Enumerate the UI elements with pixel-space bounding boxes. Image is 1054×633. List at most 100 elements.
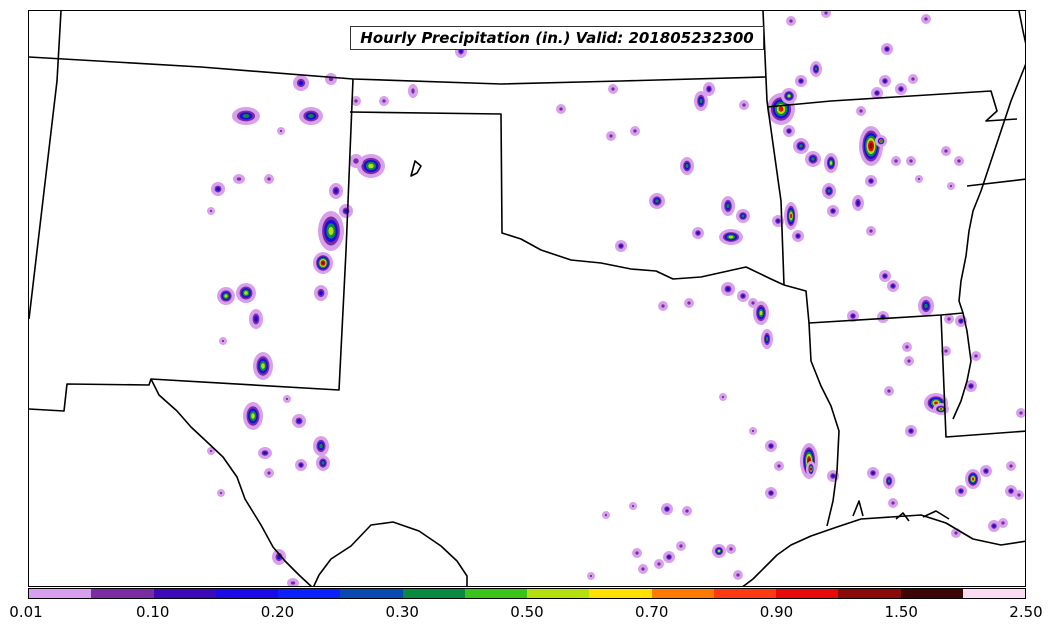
colorbar-swatch <box>776 589 839 598</box>
precip-cell <box>789 19 793 23</box>
precip-cell <box>939 408 943 410</box>
colorbar-tick-label: 0.50 <box>510 603 544 621</box>
precip-cell <box>687 301 691 305</box>
precip-cell <box>759 310 763 316</box>
precip-cell <box>891 501 895 505</box>
precip-cell <box>657 562 661 566</box>
precip-cell <box>717 549 721 553</box>
precip-cell <box>944 149 948 153</box>
precip-cell <box>787 129 791 133</box>
precip-cell <box>285 397 289 401</box>
precip-cell <box>769 444 773 448</box>
precip-cell <box>885 47 889 51</box>
precip-cell <box>769 491 773 495</box>
precip-cell <box>909 159 913 163</box>
precip-cell <box>959 489 963 493</box>
precip-cell <box>216 187 220 191</box>
precip-cell <box>635 551 639 555</box>
precip-cell <box>244 291 248 295</box>
ia-mo-border <box>1018 11 1025 44</box>
precip-cell <box>799 144 803 148</box>
ks-mo-border <box>762 11 785 286</box>
precip-cell <box>883 79 887 83</box>
colorbar-swatch <box>91 589 154 598</box>
precip-cell <box>829 161 833 165</box>
precip-cell <box>827 189 831 193</box>
colorbar-tick-label: 0.30 <box>385 603 419 621</box>
precip-cell <box>891 284 895 288</box>
precip-cell <box>559 107 563 111</box>
colorbar <box>28 588 1026 599</box>
precip-cell <box>209 209 213 213</box>
precip-cell <box>1017 493 1021 497</box>
precip-cell <box>949 184 953 188</box>
precip-cell <box>308 114 314 118</box>
texas-rio-grande <box>313 521 468 586</box>
colorbar-swatch <box>527 589 590 598</box>
precip-cell <box>751 301 755 305</box>
precip-cell <box>831 474 835 478</box>
precip-cell <box>728 235 734 239</box>
precip-cell <box>267 177 271 181</box>
colorbar-swatch <box>713 589 776 598</box>
precip-cell <box>778 106 784 112</box>
precip-cell <box>909 429 913 433</box>
precip-cell <box>907 359 911 363</box>
precip-cell <box>947 317 951 321</box>
precip-cell <box>790 213 792 219</box>
precip-cell <box>382 99 386 103</box>
precip-cell <box>957 159 961 163</box>
precip-cell <box>736 573 740 577</box>
ok-tx-ar-border <box>783 284 964 324</box>
precip-cell <box>899 87 903 91</box>
precip-cell <box>251 413 255 419</box>
precip-cell <box>992 524 996 528</box>
precip-cell <box>633 129 637 133</box>
precip-cell <box>631 504 635 508</box>
precip-cell <box>811 157 815 161</box>
precip-cell <box>814 67 818 71</box>
precip-cell <box>856 200 860 206</box>
precip-cell <box>334 188 338 194</box>
precip-cell <box>299 463 303 467</box>
precip-cell <box>924 303 928 309</box>
precip-cell <box>707 87 711 91</box>
precip-cell <box>321 261 325 265</box>
lake-outline <box>410 160 422 177</box>
precip-cell <box>880 140 882 142</box>
precip-cell <box>869 179 873 183</box>
precip-cell <box>944 349 948 353</box>
precip-cell <box>905 345 909 349</box>
precip-cell <box>685 164 689 168</box>
colorbar-swatch <box>29 589 92 598</box>
state-borders <box>29 11 1025 586</box>
precip-cell <box>696 231 700 235</box>
precip-cells <box>207 11 1025 586</box>
precip-cell <box>261 363 265 369</box>
colorbar-swatch <box>589 589 652 598</box>
precip-cell <box>254 316 258 322</box>
precip-cell <box>1019 411 1023 415</box>
precip-cell <box>796 234 800 238</box>
precip-cell <box>667 555 671 559</box>
precip-cell <box>869 143 873 149</box>
ne-border <box>29 11 62 320</box>
precip-cell <box>604 513 608 517</box>
precip-cell <box>1009 489 1013 493</box>
precip-cell <box>279 129 283 133</box>
colorbar-swatch <box>464 589 527 598</box>
precip-cell <box>887 479 891 483</box>
precip-cell <box>810 468 812 470</box>
precip-cell <box>959 319 963 323</box>
precip-cell <box>319 443 323 449</box>
precip-cell <box>726 287 730 291</box>
precip-cell <box>459 49 463 53</box>
colorbar-swatch <box>838 589 901 598</box>
colorbar-swatch <box>153 589 216 598</box>
precip-cell <box>831 209 835 213</box>
precip-cell <box>609 134 613 138</box>
coast-islands <box>852 500 950 522</box>
precip-cell <box>875 91 879 95</box>
precip-cell <box>679 544 683 548</box>
colorbar-swatch <box>340 589 403 598</box>
